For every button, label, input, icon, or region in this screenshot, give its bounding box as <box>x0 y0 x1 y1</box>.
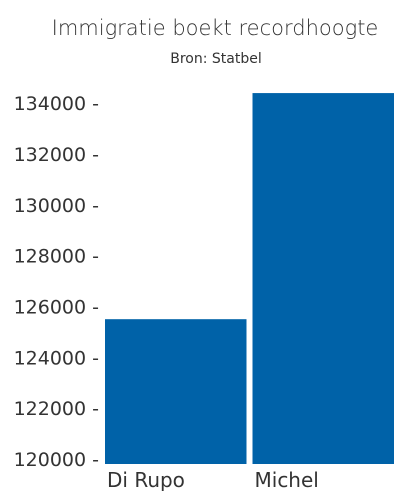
bar-di-rupo <box>105 319 247 464</box>
y-tick-label: 120000 - <box>14 449 99 471</box>
bar-michel <box>252 93 394 464</box>
y-tick-label: 128000 - <box>14 246 99 268</box>
y-tick-label: 134000 - <box>14 93 99 115</box>
x-category-label: Michel <box>255 468 319 491</box>
y-tick-label: 130000 - <box>14 195 99 217</box>
y-tick-label: 124000 - <box>14 347 99 369</box>
chart-subtitle: Bron: Statbel <box>170 51 262 67</box>
x-category-label: Di Rupo <box>107 468 185 491</box>
y-tick-label: 126000 - <box>14 296 99 318</box>
bars-group <box>105 93 394 464</box>
chart-title: Immigratie boekt recordhoogte <box>52 16 379 40</box>
y-axis: 120000 - 122000 - 124000 - 126000 - 128000 -… <box>14 93 99 471</box>
y-tick-label: 132000 - <box>14 144 99 166</box>
y-tick-label: 122000 - <box>14 398 99 420</box>
x-axis: Di Rupo Michel <box>107 468 319 491</box>
